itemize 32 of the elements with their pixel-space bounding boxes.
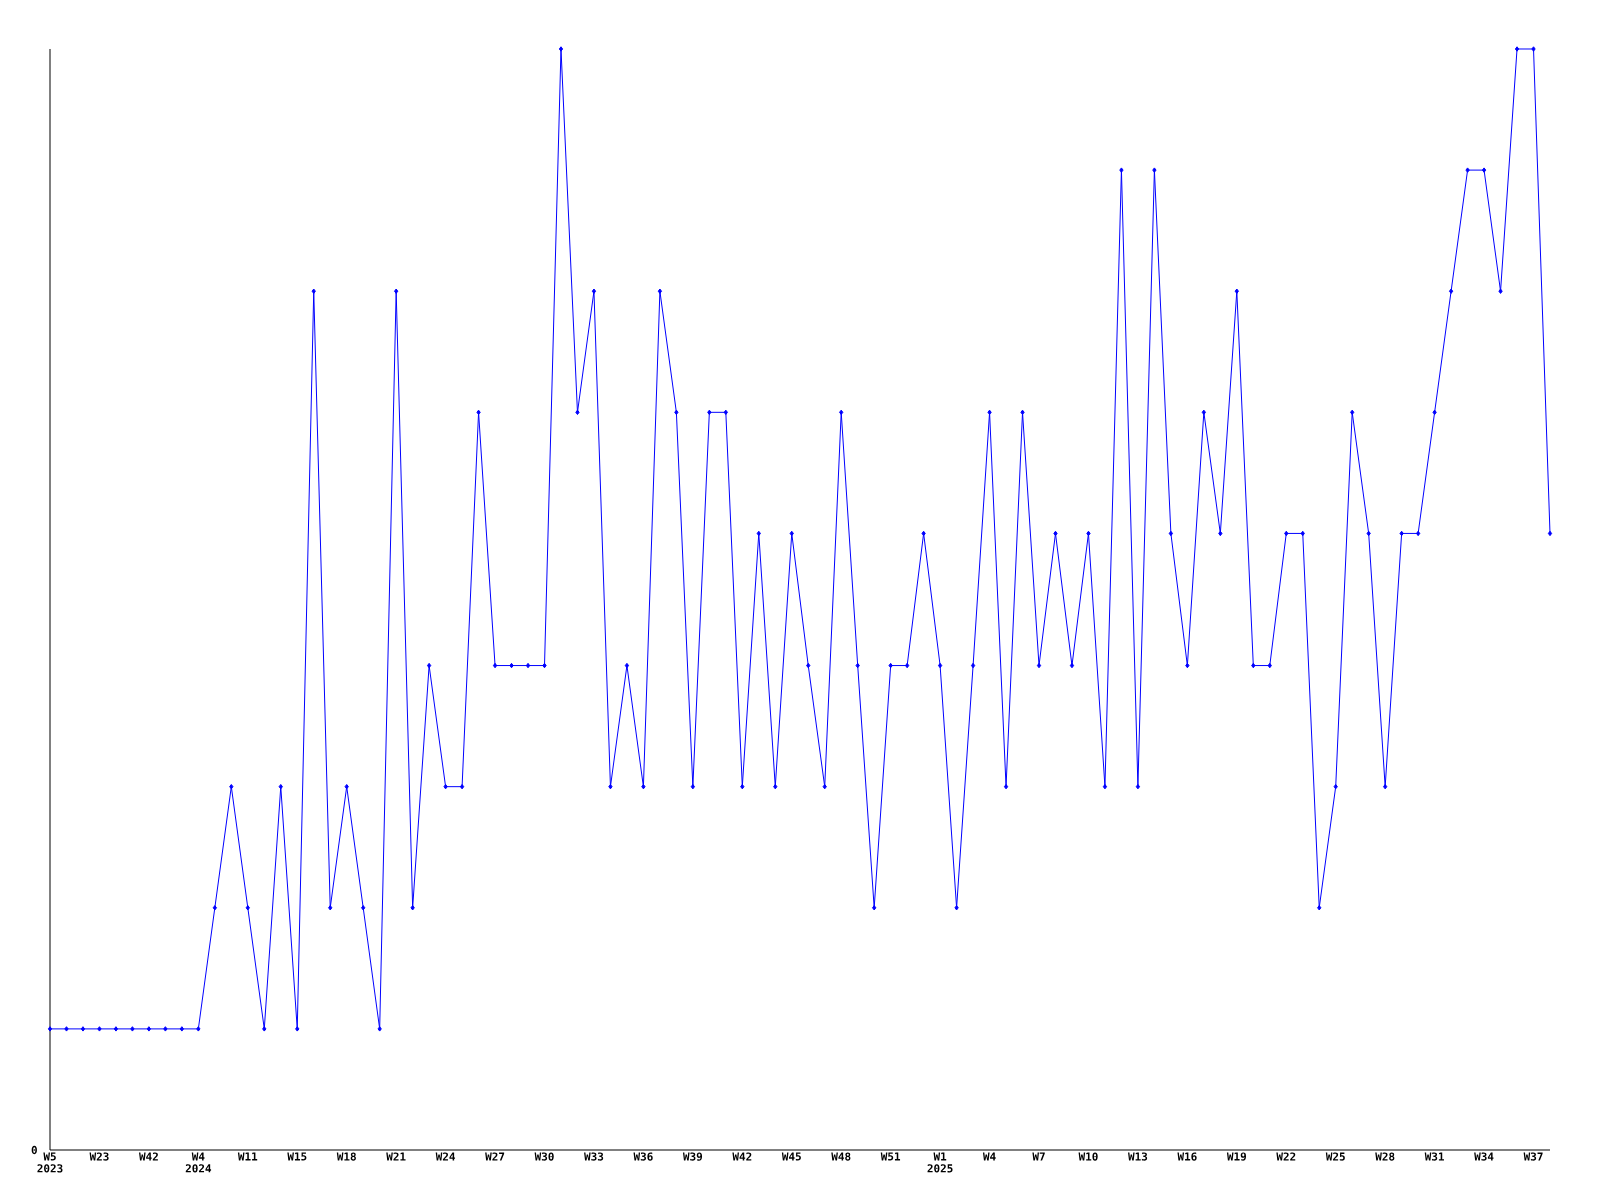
x-tick-label: W4 [982,1152,996,1161]
x-tick-label: W7 [1032,1152,1045,1161]
x-tick-label: W16 [1177,1152,1197,1161]
x-tick-label: W5 2023 [37,1152,63,1173]
x-tick-label: W33 [584,1152,604,1161]
x-tick-label: W31 [1424,1152,1445,1161]
x-tick-label: W51 [880,1152,901,1161]
x-tick-label: W11 [237,1152,258,1161]
x-tick-label: W48 [831,1152,851,1161]
x-tick-label: W36 [633,1152,653,1161]
x-tick-label: W23 [89,1152,109,1161]
x-tick-label: W10 [1078,1152,1098,1161]
x-tick-label: W28 [1375,1152,1395,1161]
x-tick-label: W24 [435,1152,456,1161]
x-tick-label: W30 [534,1152,554,1161]
x-tick-label: W21 [386,1152,406,1161]
x-tick-label: W13 [1128,1152,1148,1161]
x-tick-label: W34 [1474,1152,1494,1161]
x-tick-label: W39 [682,1152,703,1161]
x-tick-label: W18 [336,1152,356,1161]
x-tick-label: W1 2025 [927,1152,953,1173]
x-tick-label: W4 2024 [185,1152,212,1173]
x-tick-label: W27 [485,1152,505,1161]
x-tick-label: W15 [287,1152,307,1161]
x-tick-label: W22 [1276,1152,1296,1161]
x-tick-label: W19 [1226,1152,1247,1161]
x-tick-label: W45 [781,1152,801,1161]
x-tick-label: W42 [139,1152,158,1161]
x-tick-label: W37 [1523,1152,1543,1161]
text: 0 [31,1145,37,1155]
x-tick-label: W42 [732,1152,752,1161]
x-tick-label: W25 [1325,1152,1345,1161]
